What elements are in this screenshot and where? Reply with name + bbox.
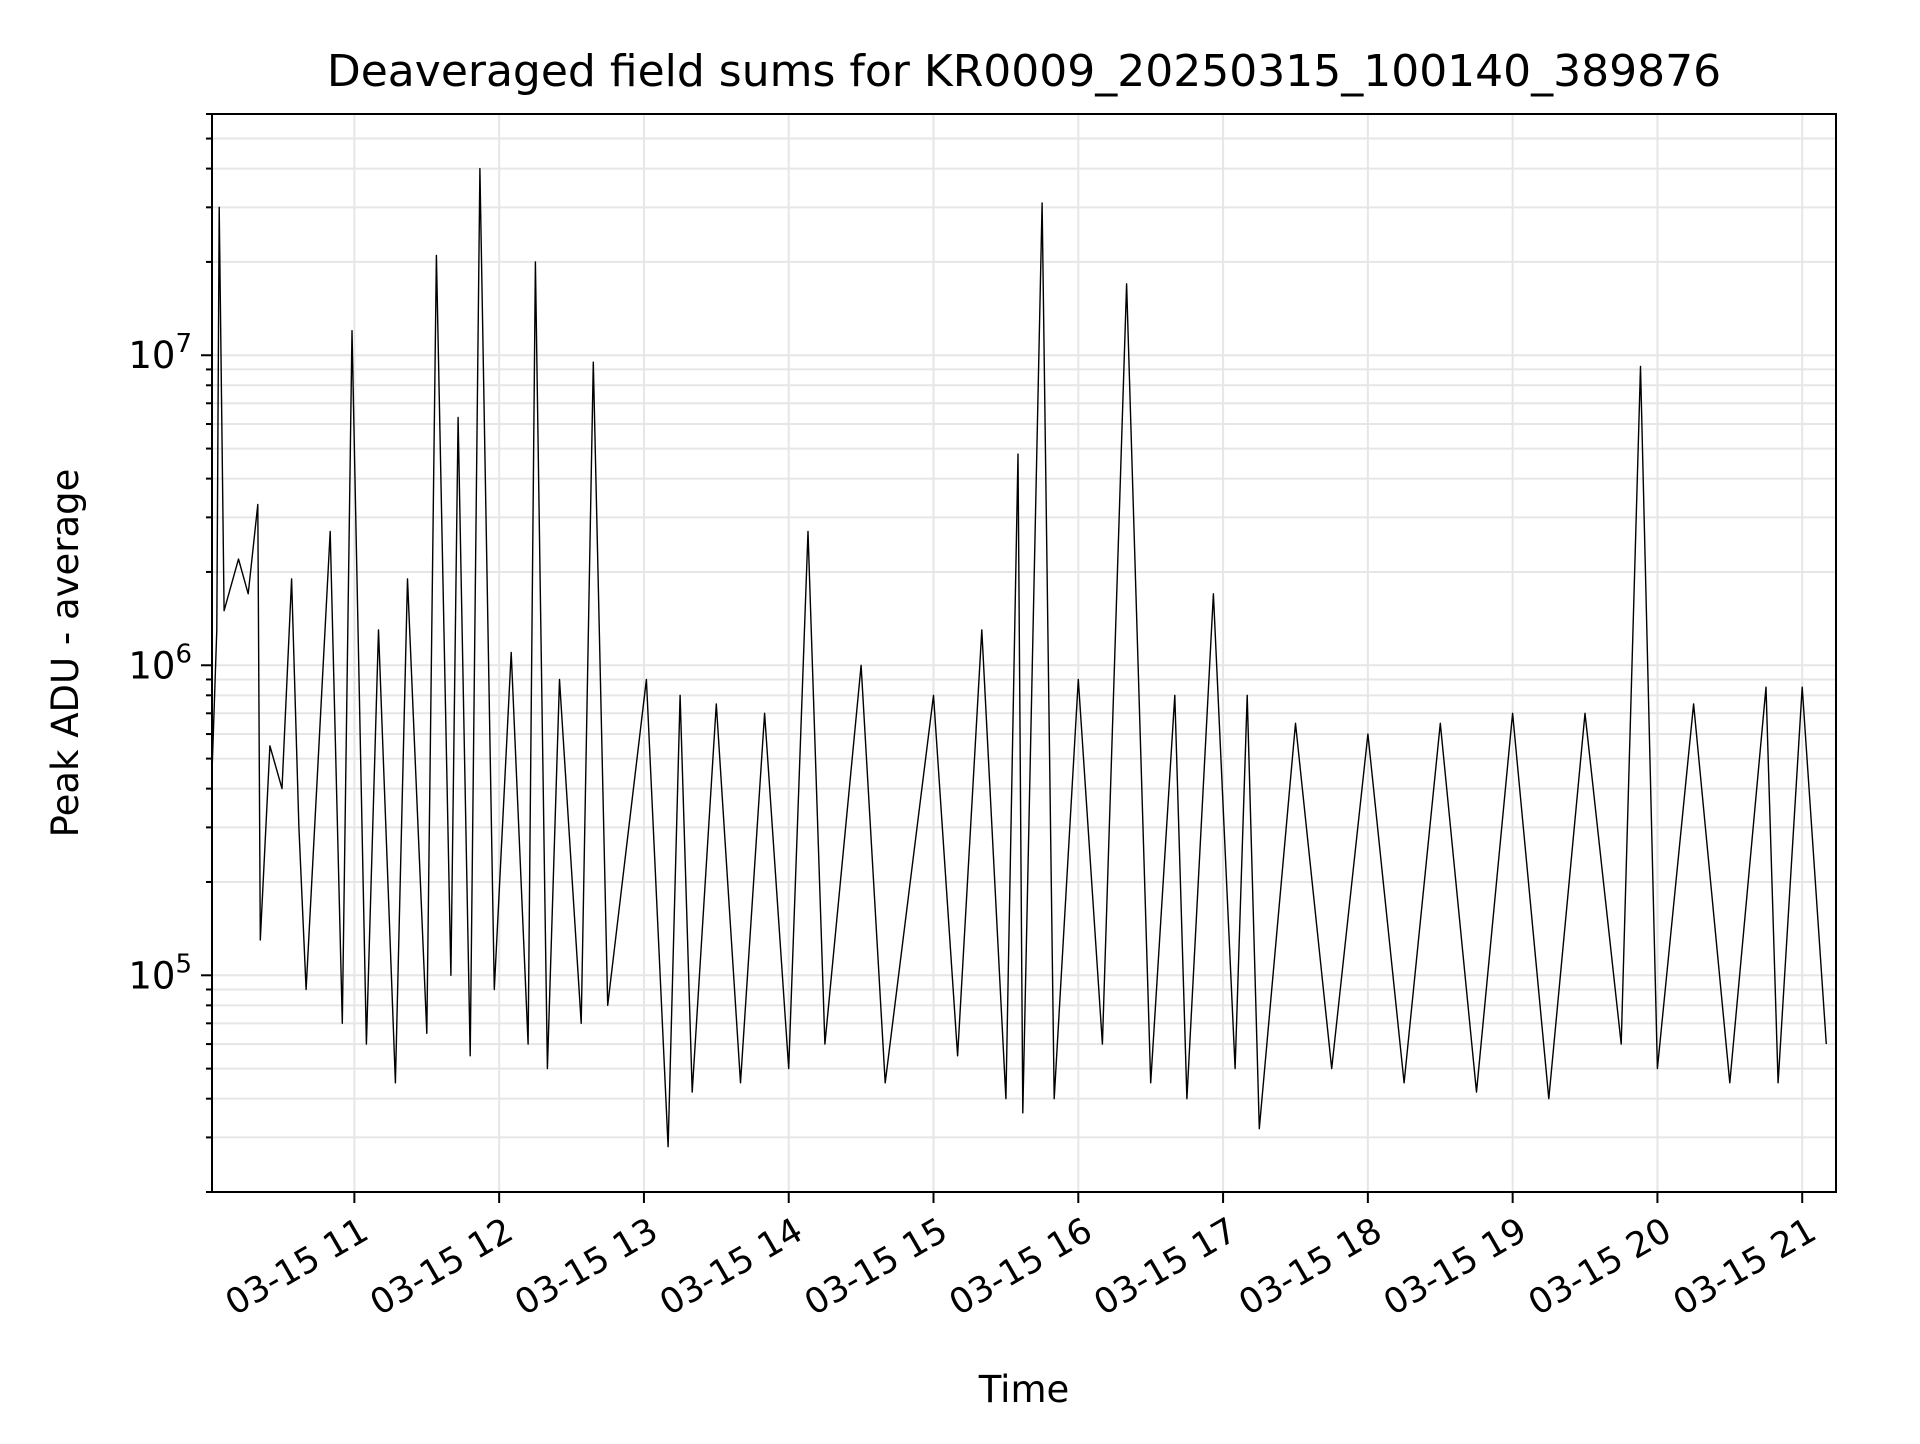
y-axis-label: Peak ADU - average xyxy=(44,469,87,838)
series-layer xyxy=(211,167,1827,1148)
series-line xyxy=(211,167,1827,1148)
y-axis: 105 106 107 xyxy=(128,113,212,1193)
chart-title: Deaveraged field sums for KR0009_2025031… xyxy=(327,46,1721,97)
y-tick-label: 107 xyxy=(128,329,192,377)
y-tick-label: 105 xyxy=(128,949,192,997)
x-axis-label: Time xyxy=(978,1368,1070,1411)
y-tick-label: 106 xyxy=(128,639,192,687)
plot-frame xyxy=(211,113,1837,1193)
